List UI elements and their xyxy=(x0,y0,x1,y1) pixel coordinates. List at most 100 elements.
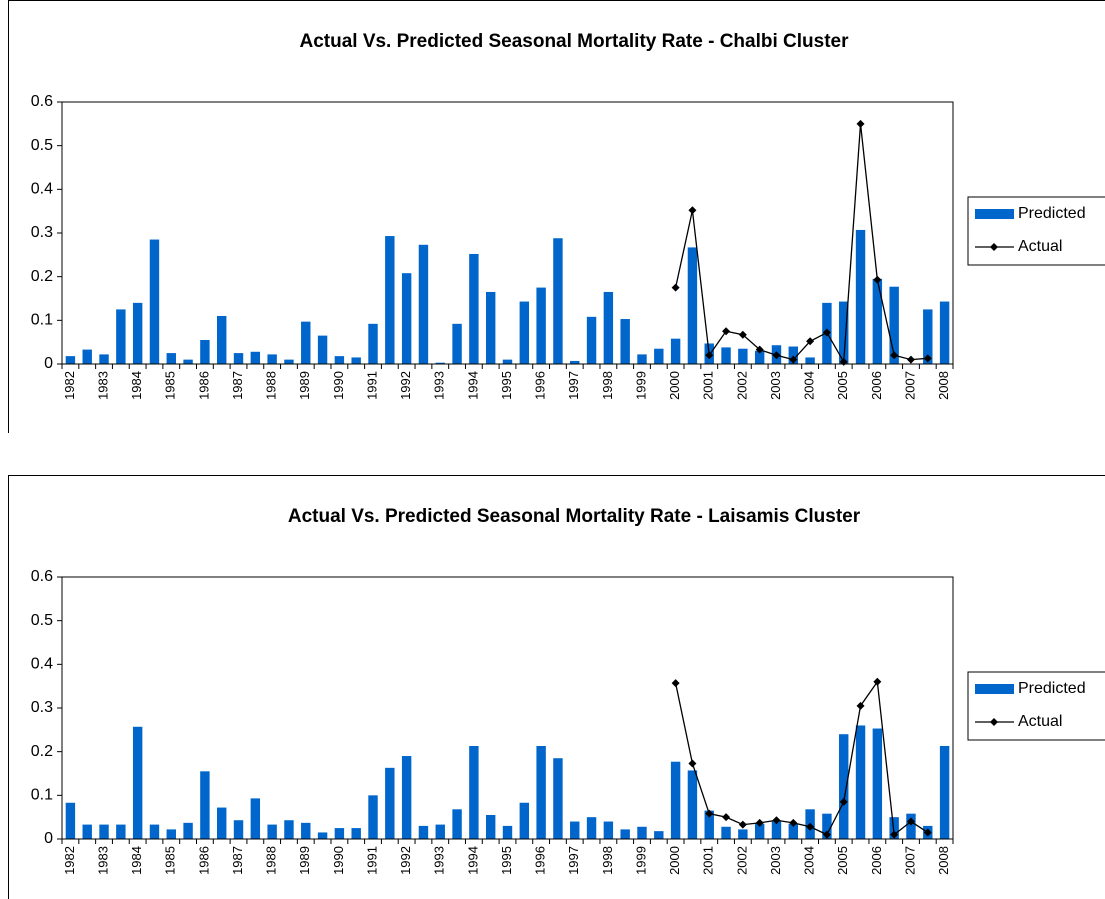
bar xyxy=(637,826,647,839)
y-tick-label: 0 xyxy=(44,830,53,847)
bar xyxy=(116,309,126,364)
point xyxy=(722,813,731,822)
x-tick-label: 1994 xyxy=(465,846,480,875)
bar xyxy=(435,362,445,364)
point xyxy=(789,355,798,364)
bar xyxy=(788,823,798,839)
x-tick-label: 1996 xyxy=(533,371,548,400)
x-tick-label: 1993 xyxy=(432,846,447,875)
y-tick-label: 0.6 xyxy=(31,93,53,110)
x-tick-label: 1995 xyxy=(499,846,514,875)
bar xyxy=(485,814,496,839)
y-tick-label: 0.4 xyxy=(31,181,53,198)
x-tick-label: 2006 xyxy=(869,846,884,875)
bar xyxy=(368,323,378,364)
bar xyxy=(301,822,311,839)
bar xyxy=(889,817,899,839)
bar xyxy=(65,356,76,364)
legend-box xyxy=(967,671,1105,741)
chart-title: Actual Vs. Predicted Seasonal Mortality … xyxy=(299,31,849,52)
x-tick-label: 1987 xyxy=(230,371,245,400)
x-tick-label: 2004 xyxy=(802,846,817,875)
bar xyxy=(670,338,681,364)
bar xyxy=(351,357,361,364)
x-tick-label: 1988 xyxy=(264,846,279,875)
bar xyxy=(502,359,513,364)
bar xyxy=(586,316,597,364)
y-tick-label: 0.3 xyxy=(31,699,53,716)
bar xyxy=(502,825,513,839)
chart-title: Actual Vs. Predicted Seasonal Mortality … xyxy=(288,506,861,527)
bar xyxy=(536,287,546,364)
point xyxy=(671,679,680,688)
bar xyxy=(469,745,479,839)
legend-swatch xyxy=(975,684,1014,694)
point xyxy=(671,283,680,292)
legend-swatch xyxy=(990,243,998,251)
y-tick-label: 0.3 xyxy=(31,224,53,241)
x-tick-label: 1988 xyxy=(264,371,279,400)
bar xyxy=(368,795,378,839)
point xyxy=(906,355,915,364)
bar xyxy=(250,351,261,364)
x-tick-label: 2003 xyxy=(768,846,783,875)
bar xyxy=(670,761,681,839)
bar xyxy=(872,728,883,839)
bar xyxy=(687,247,698,364)
point xyxy=(923,354,932,363)
bar xyxy=(132,726,143,839)
bar xyxy=(317,832,328,839)
bar xyxy=(553,758,563,839)
bar xyxy=(939,301,950,364)
bar xyxy=(334,828,345,839)
bar xyxy=(284,820,294,839)
y-tick-label: 0 xyxy=(44,355,53,372)
x-tick-label: 1989 xyxy=(297,846,312,875)
bar xyxy=(771,821,782,839)
plot-area xyxy=(61,101,954,365)
bar xyxy=(385,236,395,364)
point xyxy=(856,701,865,710)
line xyxy=(674,123,928,364)
x-tick-label: 2003 xyxy=(768,371,783,400)
bar xyxy=(654,348,664,364)
bar xyxy=(233,353,244,364)
bar xyxy=(452,809,462,839)
x-tick-label: 2001 xyxy=(701,371,716,400)
x-tick-label: 1994 xyxy=(465,371,480,400)
legend-label: Predicted xyxy=(1018,680,1086,697)
x-tick-label: 2008 xyxy=(936,371,951,400)
x-tick-label: 1984 xyxy=(129,846,144,875)
bar xyxy=(317,335,328,364)
point xyxy=(738,330,747,339)
bar xyxy=(452,323,462,364)
bar xyxy=(401,273,412,364)
bar xyxy=(738,829,748,839)
x-tick-label: 2000 xyxy=(667,846,682,875)
x-tick-label: 1985 xyxy=(163,371,178,400)
x-tick-label: 1993 xyxy=(432,371,447,400)
bar xyxy=(418,244,429,364)
bar xyxy=(603,821,614,839)
x-tick-label: 1982 xyxy=(62,371,77,400)
x-tick-label: 1986 xyxy=(196,846,211,875)
x-tick-label: 1997 xyxy=(566,371,581,400)
x-tick-label: 2007 xyxy=(902,371,917,400)
bar xyxy=(637,354,647,364)
x-tick-label: 1983 xyxy=(95,371,110,400)
bar xyxy=(166,353,176,364)
bar xyxy=(469,253,479,364)
x-tick-label: 1998 xyxy=(600,371,615,400)
x-tick-label: 2004 xyxy=(802,371,817,400)
y-tick-label: 0.1 xyxy=(31,312,53,329)
bar xyxy=(82,349,92,364)
x-tick-label: 1992 xyxy=(398,371,413,400)
bar xyxy=(872,278,883,364)
bar xyxy=(620,319,630,364)
bar xyxy=(149,824,160,839)
bar xyxy=(200,771,210,839)
bar xyxy=(570,360,580,364)
chart-frame xyxy=(8,0,1105,433)
point xyxy=(772,351,781,360)
